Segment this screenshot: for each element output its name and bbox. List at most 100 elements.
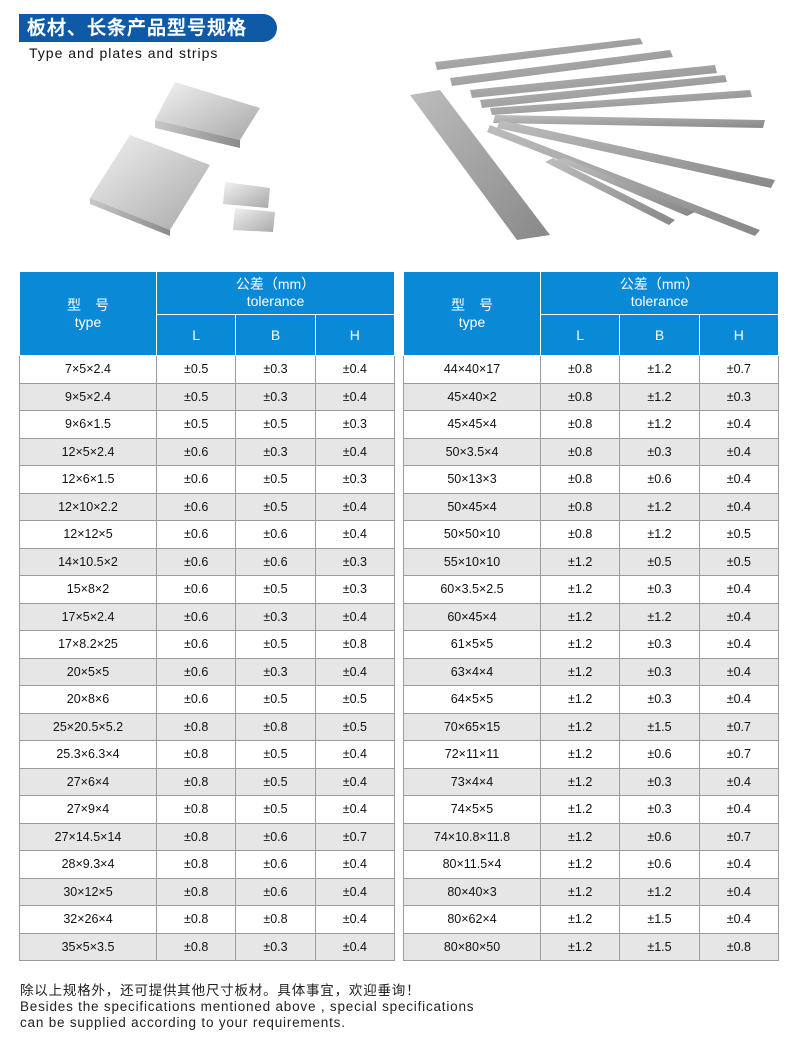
cell-H: ±0.4 [698,602,780,631]
cell-H: ±0.4 [314,877,396,906]
cell-L: ±0.8 [539,355,621,384]
col-L: L [155,314,237,356]
cell-B: ±0.6 [235,520,316,549]
cell-type: 14×10.5×2 [19,547,157,576]
cell-H: ±0.4 [698,492,780,521]
cell-B: ±0.5 [619,547,700,576]
cell-L: ±0.5 [155,382,237,411]
cell-type: 50×13×3 [403,465,541,494]
cell-L: ±0.6 [155,602,237,631]
col-B: B [235,314,316,356]
cell-type: 7×5×2.4 [19,355,157,384]
cell-B: ±0.3 [235,602,316,631]
cell-B: ±0.6 [235,547,316,576]
cell-L: ±1.2 [539,657,621,686]
cell-H: ±0.5 [698,520,780,549]
cell-B: ±0.5 [235,685,316,714]
tolerance-header: 公差（mm） tolerance [540,271,779,315]
table-row: 50×50×10 ±0.8 ±1.2 ±0.5 [403,520,780,549]
cell-L: ±0.8 [155,767,237,796]
cell-B: ±1.2 [619,355,700,384]
type-header: 型 号 type [403,271,541,356]
cell-H: ±0.7 [314,822,396,851]
cell-type: 72×11×11 [403,740,541,769]
cell-L: ±1.2 [539,877,621,906]
cell-L: ±0.8 [539,465,621,494]
cell-B: ±0.6 [619,822,700,851]
col-L: L [539,314,621,356]
cell-L: ±0.8 [539,437,621,466]
table-row: 50×45×4 ±0.8 ±1.2 ±0.4 [403,492,780,521]
table-row: 20×8×6 ±0.6 ±0.5 ±0.5 [19,685,396,714]
col-H: H [698,314,780,356]
table-row: 15×8×2 ±0.6 ±0.5 ±0.3 [19,575,396,604]
cell-L: ±0.8 [155,905,237,934]
cell-type: 17×8.2×25 [19,630,157,659]
cell-B: ±1.2 [619,382,700,411]
footer-en-2: can be supplied according to your requir… [20,1015,346,1030]
cell-H: ±0.4 [314,382,396,411]
cell-H: ±0.7 [698,712,780,741]
cell-L: ±1.2 [539,905,621,934]
tolerance-header: 公差（mm） tolerance [156,271,395,315]
cell-B: ±0.3 [619,767,700,796]
cell-B: ±0.5 [235,410,316,439]
cell-L: ±1.2 [539,547,621,576]
table-row: 30×12×5 ±0.8 ±0.6 ±0.4 [19,877,396,906]
cell-L: ±1.2 [539,575,621,604]
cell-type: 35×5×3.5 [19,932,157,961]
cell-L: ±0.8 [155,877,237,906]
cell-B: ±0.8 [235,905,316,934]
cell-B: ±0.3 [235,932,316,961]
cell-H: ±0.7 [698,822,780,851]
cell-B: ±0.6 [235,877,316,906]
table-row: 27×9×4 ±0.8 ±0.5 ±0.4 [19,795,396,824]
table-row: 80×80×50 ±1.2 ±1.5 ±0.8 [403,932,780,961]
cell-B: ±1.2 [619,602,700,631]
table-row: 74×10.8×11.8 ±1.2 ±0.6 ±0.7 [403,822,780,851]
cell-B: ±0.3 [619,795,700,824]
cell-B: ±0.3 [235,657,316,686]
cell-L: ±0.6 [155,685,237,714]
cell-B: ±0.3 [235,437,316,466]
cell-H: ±0.4 [698,575,780,604]
cell-B: ±1.5 [619,932,700,961]
table-row: 27×6×4 ±0.8 ±0.5 ±0.4 [19,767,396,796]
table-row: 61×5×5 ±1.2 ±0.3 ±0.4 [403,630,780,659]
cell-type: 9×6×1.5 [19,410,157,439]
cell-L: ±0.5 [155,410,237,439]
cell-type: 27×14.5×14 [19,822,157,851]
cell-H: ±0.4 [698,905,780,934]
footer-en-1: Besides the specifications mentioned abo… [20,999,475,1014]
cell-type: 50×45×4 [403,492,541,521]
cell-type: 15×8×2 [19,575,157,604]
cell-type: 12×5×2.4 [19,437,157,466]
cell-type: 30×12×5 [19,877,157,906]
table-row: 35×5×3.5 ±0.8 ±0.3 ±0.4 [19,932,396,961]
cell-H: ±0.4 [314,602,396,631]
cell-H: ±0.3 [314,465,396,494]
cell-B: ±1.5 [619,905,700,934]
cell-H: ±0.3 [314,575,396,604]
cell-H: ±0.4 [314,657,396,686]
cell-type: 73×4×4 [403,767,541,796]
cell-L: ±1.2 [539,795,621,824]
cell-L: ±0.8 [539,520,621,549]
cell-type: 61×5×5 [403,630,541,659]
cell-type: 12×10×2.2 [19,492,157,521]
table-row: 17×8.2×25 ±0.6 ±0.5 ±0.8 [19,630,396,659]
cell-B: ±1.2 [619,877,700,906]
cell-L: ±0.8 [155,932,237,961]
table-row: 28×9.3×4 ±0.8 ±0.6 ±0.4 [19,850,396,879]
table-row: 45×45×4 ±0.8 ±1.2 ±0.4 [403,410,780,439]
cell-B: ±0.3 [619,657,700,686]
cell-type: 12×6×1.5 [19,465,157,494]
cell-L: ±0.6 [155,465,237,494]
cell-type: 74×10.8×11.8 [403,822,541,851]
cell-type: 28×9.3×4 [19,850,157,879]
cell-B: ±0.5 [235,795,316,824]
cell-H: ±0.5 [698,547,780,576]
cell-type: 45×45×4 [403,410,541,439]
cell-type: 12×12×5 [19,520,157,549]
cell-type: 27×9×4 [19,795,157,824]
